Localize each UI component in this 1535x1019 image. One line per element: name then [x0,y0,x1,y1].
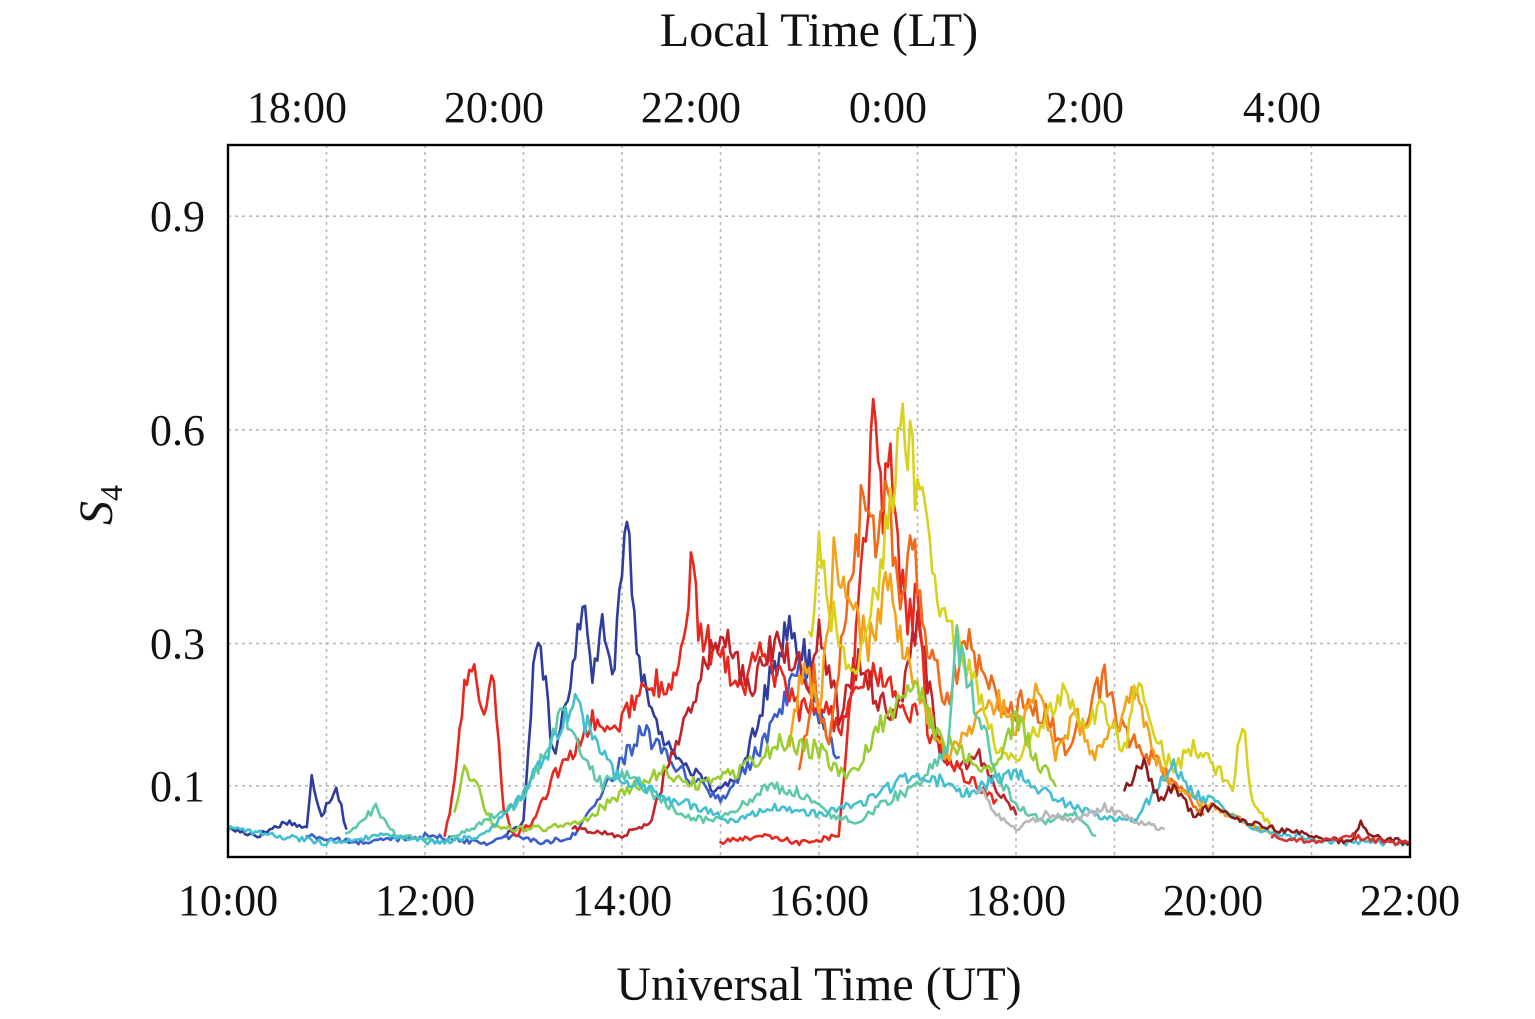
series-line [1270,832,1412,846]
x2-axis-title: Local Time (LT) [660,4,978,57]
y-axis-title-sub: 4 [93,485,129,501]
x2-tick-label: 20:00 [444,83,544,132]
series-line [788,536,1274,837]
series-line [807,402,1274,830]
x2-tick-label: 18:00 [247,83,347,132]
series-line [453,679,1057,833]
y-axis-title: S4 [70,485,129,525]
x-tick-label: 14:00 [572,876,672,925]
series-line [719,397,998,847]
x-tick-label: 22:00 [1360,876,1460,925]
x-tick-label: 18:00 [966,876,1066,925]
x2-tick-label: 2:00 [1046,83,1124,132]
x-axis-title: Universal Time (UT) [616,958,1021,1011]
series-line [1123,757,1412,846]
series-line [502,520,826,838]
series-line [226,692,1412,847]
x2-tick-label: 22:00 [641,83,741,132]
x-tick-label: 16:00 [769,876,869,925]
y-axis-ticks: 0.1 0.3 0.6 0.9 [150,192,205,811]
x2-tick-label: 4:00 [1243,83,1321,132]
y-axis-title-main: S [70,501,123,525]
x-tick-label: 12:00 [375,876,475,925]
x-axis-ticks: 10:00 12:00 14:00 16:00 18:00 20:00 22:00 [178,876,1460,925]
x-tick-label: 20:00 [1163,876,1263,925]
series-line [975,786,1166,832]
series-group [226,397,1412,847]
x-tick-label: 10:00 [178,876,278,925]
grid [228,145,1410,857]
series-line [305,658,840,847]
plot-frame [226,143,1412,859]
y-tick-label: 0.6 [150,406,205,455]
x2-tick-label: 0:00 [849,83,927,132]
y-tick-label: 0.3 [150,619,205,668]
series-line [226,773,348,839]
x2-axis-ticks: 18:00 20:00 22:00 0:00 2:00 4:00 [247,83,1321,132]
y-tick-label: 0.9 [150,192,205,241]
y-tick-label: 0.1 [150,762,205,811]
